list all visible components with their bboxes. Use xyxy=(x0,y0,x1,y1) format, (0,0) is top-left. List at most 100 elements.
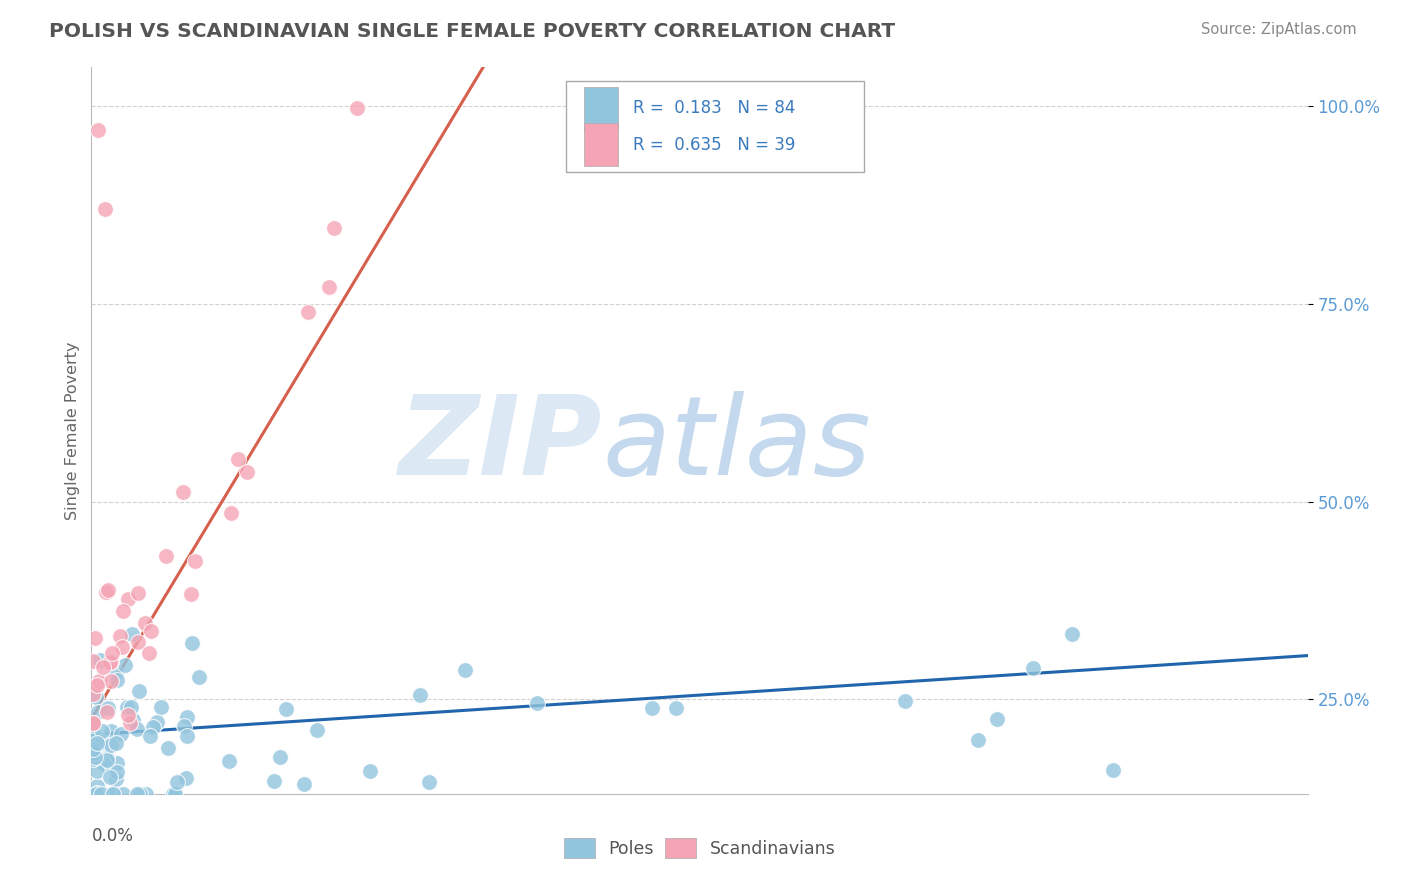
Point xyxy=(86,749,108,764)
Point xyxy=(174,771,197,785)
Point xyxy=(128,684,150,698)
Point xyxy=(105,666,128,681)
Point xyxy=(1060,627,1083,641)
Point xyxy=(101,647,124,661)
Point xyxy=(90,753,112,767)
Point xyxy=(297,304,319,318)
Point xyxy=(82,717,104,731)
Point xyxy=(176,729,198,743)
Point xyxy=(105,756,128,770)
Point xyxy=(146,715,169,730)
Point xyxy=(641,701,664,715)
Point xyxy=(104,772,127,786)
Point xyxy=(117,708,139,723)
Point xyxy=(129,787,152,801)
Point xyxy=(157,740,180,755)
Text: 0.0%: 0.0% xyxy=(91,827,134,845)
Point xyxy=(82,715,104,730)
Point xyxy=(125,787,148,801)
Point xyxy=(84,690,107,704)
Point xyxy=(142,720,165,734)
Point xyxy=(93,659,115,673)
Point xyxy=(110,727,132,741)
Point xyxy=(138,729,160,743)
Point xyxy=(181,636,204,650)
Point xyxy=(127,585,149,599)
Point xyxy=(93,787,115,801)
Point xyxy=(966,732,988,747)
Point xyxy=(98,655,121,669)
Point xyxy=(84,730,107,744)
Point xyxy=(118,715,141,730)
Point xyxy=(125,723,148,737)
Text: ZIP: ZIP xyxy=(399,392,602,499)
Point xyxy=(111,604,134,618)
Text: R =  0.183   N = 84: R = 0.183 N = 84 xyxy=(633,99,794,118)
Point xyxy=(172,485,194,500)
Point xyxy=(117,592,139,607)
Point xyxy=(94,585,117,599)
Point xyxy=(82,746,104,760)
Point xyxy=(359,764,381,778)
Point xyxy=(149,700,172,714)
Point xyxy=(409,688,432,702)
Point xyxy=(111,640,134,654)
Point xyxy=(1102,763,1125,777)
Point xyxy=(1022,661,1045,675)
Point xyxy=(176,710,198,724)
Text: atlas: atlas xyxy=(602,392,870,499)
Point xyxy=(274,702,297,716)
Point xyxy=(526,697,548,711)
Point xyxy=(166,775,188,789)
Point xyxy=(263,774,285,789)
Point xyxy=(111,787,134,801)
FancyBboxPatch shape xyxy=(565,81,863,172)
Point xyxy=(665,701,688,715)
Point xyxy=(163,787,186,801)
Text: Source: ZipAtlas.com: Source: ZipAtlas.com xyxy=(1201,22,1357,37)
Point xyxy=(318,280,340,294)
Point xyxy=(98,770,121,784)
Point xyxy=(82,715,104,730)
Point xyxy=(82,726,104,740)
Point xyxy=(155,549,177,563)
Point xyxy=(184,554,207,568)
Point xyxy=(986,712,1008,726)
Point xyxy=(84,787,107,801)
Legend: Poles, Scandinavians: Poles, Scandinavians xyxy=(564,838,835,858)
Point xyxy=(86,678,108,692)
Point xyxy=(117,700,139,714)
Y-axis label: Single Female Poverty: Single Female Poverty xyxy=(65,341,80,520)
Point xyxy=(165,787,187,801)
Point xyxy=(90,787,112,801)
Point xyxy=(173,719,195,733)
Point xyxy=(96,753,118,767)
Point xyxy=(135,787,157,801)
Point xyxy=(134,615,156,630)
Point xyxy=(96,750,118,764)
Point xyxy=(120,699,142,714)
Point xyxy=(97,583,120,598)
Point xyxy=(82,654,104,668)
Point xyxy=(96,705,118,719)
Point xyxy=(114,657,136,672)
Point xyxy=(218,755,240,769)
Point xyxy=(187,670,209,684)
Point xyxy=(100,723,122,738)
Point xyxy=(454,663,477,677)
Point xyxy=(90,735,112,749)
Point xyxy=(82,686,104,700)
Point xyxy=(90,744,112,758)
Point xyxy=(83,746,105,760)
Point xyxy=(90,723,112,738)
Point xyxy=(292,777,315,791)
FancyBboxPatch shape xyxy=(583,87,619,130)
Point xyxy=(94,202,117,216)
Point xyxy=(122,713,145,727)
Point xyxy=(127,635,149,649)
Point xyxy=(138,646,160,660)
Point xyxy=(84,631,107,645)
Point xyxy=(89,653,111,667)
Point xyxy=(100,673,122,688)
FancyBboxPatch shape xyxy=(583,123,619,167)
